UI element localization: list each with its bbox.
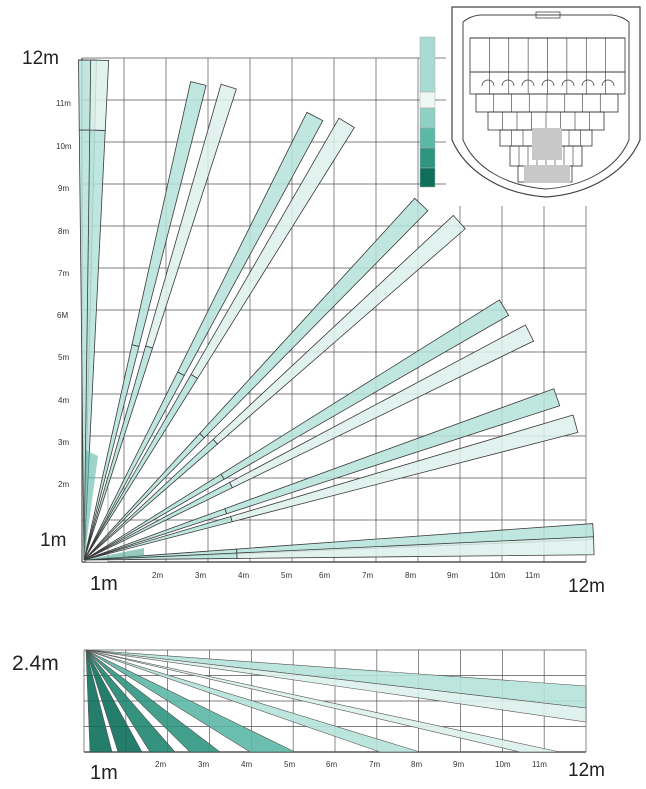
side-view: 2.4m 1m 12m 2m 3m 4m 5m 6m 7m 8m 9m 10m … bbox=[12, 649, 605, 784]
plan-near-fan bbox=[84, 450, 98, 560]
lens-arc bbox=[521, 79, 535, 87]
side-x-label-5m: 5m bbox=[284, 760, 295, 769]
plan-beam-far bbox=[131, 81, 207, 347]
side-beam bbox=[85, 649, 113, 753]
legend-swatch-5 bbox=[419, 147, 436, 169]
side-x-end-label: 12m bbox=[568, 760, 605, 781]
plan-y-label-5m: 5m bbox=[58, 353, 69, 362]
side-beam bbox=[85, 649, 221, 753]
side-beam bbox=[85, 649, 143, 753]
plan-beam-far bbox=[236, 536, 595, 559]
plan-x-origin-label: 1m bbox=[90, 573, 118, 595]
plan-view: 12m 1m 11m 10m 9m 8m 7m 6M 5m 4m 3m 2m 1… bbox=[22, 48, 605, 597]
side-x-label-3m: 3m bbox=[198, 760, 209, 769]
side-x-label-10m: 10m bbox=[495, 760, 511, 769]
plan-y-top-label: 12m bbox=[22, 48, 59, 69]
lens-arc bbox=[561, 79, 575, 87]
plan-x-label-9m: 9m bbox=[447, 571, 458, 580]
plan-near-fan bbox=[84, 548, 144, 560]
plan-beam-far bbox=[89, 59, 110, 131]
lens-arc bbox=[541, 79, 555, 87]
plan-x-label-10m: 10m bbox=[490, 571, 506, 580]
legend-swatch-2 bbox=[419, 91, 436, 109]
side-beams bbox=[85, 649, 587, 753]
side-x-label-8m: 8m bbox=[411, 760, 422, 769]
side-beam bbox=[85, 649, 561, 753]
lens-center-block bbox=[524, 165, 570, 183]
detector-schematic bbox=[446, 2, 642, 206]
plan-x-label-4m: 4m bbox=[238, 571, 249, 580]
plan-beams bbox=[78, 59, 595, 561]
side-x-label-7m: 7m bbox=[369, 760, 380, 769]
lens-center-block bbox=[532, 128, 562, 160]
plan-y-label-8m: 8m bbox=[58, 227, 69, 236]
plan-y-label-3m: 3m bbox=[58, 438, 69, 447]
legend-swatch-1 bbox=[419, 36, 436, 93]
plan-x-label-6m: 6m bbox=[319, 571, 330, 580]
lens-arc bbox=[581, 79, 595, 87]
plan-beam-far bbox=[199, 197, 429, 439]
detector-housing-outline bbox=[451, 6, 641, 198]
plan-y-label-9m: 9m bbox=[58, 184, 69, 193]
plan-x-label-8m: 8m bbox=[405, 571, 416, 580]
plan-beam-far bbox=[212, 214, 466, 445]
plan-y-label-10m: 10m bbox=[56, 142, 72, 151]
color-legend bbox=[419, 36, 436, 188]
lens-arc bbox=[501, 79, 515, 87]
side-beam bbox=[85, 649, 296, 753]
plan-beam-far bbox=[190, 117, 355, 379]
plan-y-origin-label: 1m bbox=[40, 530, 66, 551]
legend-swatch-3 bbox=[419, 107, 436, 129]
plan-beam-far bbox=[220, 299, 510, 480]
lens-segment-grid bbox=[469, 37, 626, 183]
plan-y-label-4m: 4m bbox=[58, 396, 69, 405]
plan-y-label-6m: 6M bbox=[57, 311, 68, 320]
side-x-origin-label: 1m bbox=[90, 762, 118, 784]
side-y-top-label: 2.4m bbox=[12, 652, 59, 675]
side-x-label-6m: 6m bbox=[326, 760, 337, 769]
detector-window bbox=[535, 11, 561, 19]
lens-arc bbox=[601, 79, 615, 87]
side-beam bbox=[85, 649, 421, 753]
plan-beam-far bbox=[177, 111, 324, 377]
legend-swatch-6 bbox=[419, 167, 436, 188]
side-beam bbox=[85, 649, 587, 723]
plan-x-label-7m: 7m bbox=[362, 571, 373, 580]
plan-y-label-2m: 2m bbox=[58, 480, 69, 489]
side-beam bbox=[85, 649, 176, 753]
plan-x-label-11m: 11m bbox=[525, 571, 540, 580]
detector-housing-inner bbox=[462, 14, 630, 190]
plan-x-label-2m: 2m bbox=[152, 571, 163, 580]
plan-y-label-7m: 7m bbox=[58, 269, 69, 278]
side-x-label-11m: 11m bbox=[532, 760, 547, 769]
side-x-label-4m: 4m bbox=[241, 760, 252, 769]
plan-beam-far bbox=[229, 324, 535, 489]
plan-x-label-5m: 5m bbox=[281, 571, 292, 580]
plan-x-label-3m: 3m bbox=[195, 571, 206, 580]
side-x-label-2m: 2m bbox=[155, 760, 166, 769]
side-x-label-9m: 9m bbox=[453, 760, 464, 769]
plan-beam-far bbox=[145, 83, 237, 349]
plan-x-end-label: 12m bbox=[568, 576, 605, 597]
legend-swatch-4 bbox=[419, 127, 436, 149]
lens-arc bbox=[481, 79, 495, 87]
plan-beam-far bbox=[224, 388, 561, 515]
plan-beam-far bbox=[230, 414, 579, 523]
plan-y-label-11m: 11m bbox=[56, 99, 71, 108]
